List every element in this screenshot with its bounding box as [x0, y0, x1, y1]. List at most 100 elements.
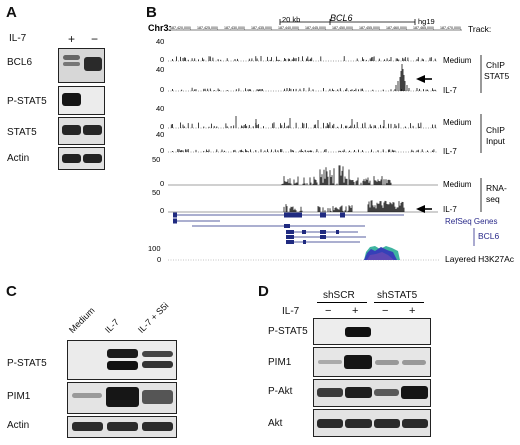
panel-c-row-label-pim1: PIM1	[7, 391, 31, 402]
gene-title: BCL6	[330, 13, 353, 23]
blot-band	[72, 393, 102, 398]
blot-band	[106, 387, 139, 407]
coordinate-tick-label: 187,465,000|	[413, 26, 434, 30]
genome-label: hg19	[418, 17, 435, 26]
panel-a-row-label-bcl6: BCL6	[7, 57, 33, 68]
blot-band	[84, 57, 102, 71]
exon	[284, 212, 302, 218]
blot-band	[345, 327, 371, 337]
panel-d-sign-1: −	[325, 305, 332, 317]
panel-c-row-label-actin: Actin	[7, 420, 30, 431]
panel-a-row-label-stat5: STAT5	[7, 127, 37, 138]
blot-band	[62, 93, 81, 106]
blot-band	[317, 388, 343, 397]
track-header: Track:	[468, 24, 491, 34]
exon	[336, 230, 339, 234]
track5-ymin: 0	[160, 179, 164, 188]
panel-d-row-label-pim1: PIM1	[268, 357, 292, 368]
rna-seq-label-2: seq	[486, 194, 500, 204]
rna-seq-label-1: RNA-	[486, 183, 507, 193]
chip-input-label-1: ChIP	[486, 125, 505, 135]
panel-a-lane2-sign: −	[91, 32, 99, 46]
blot-band	[72, 422, 103, 431]
coordinate-ticks: 187,420,000| 187,425,000| 187,430,000| 187,…	[170, 26, 461, 30]
panel-c-lane-il7-s5i: IL-7 + S5i	[135, 300, 171, 335]
blot-band	[63, 62, 80, 66]
panel-b-label: B	[146, 4, 157, 21]
track3-ymin: 0	[160, 122, 164, 131]
panel-d-blot-akt	[313, 409, 431, 437]
coordinate-tick-label: 187,420,000|	[170, 26, 191, 30]
gene-models	[173, 212, 404, 244]
panel-c-lane-il7: IL-7	[102, 316, 121, 335]
blot-band	[107, 349, 138, 358]
genome-browser: Chr3: 20 kb BCL6 hg19 Track: 187,420,000…	[148, 13, 515, 264]
panel-a-blot-pstat5	[58, 86, 105, 115]
panel-c-blot-pstat5	[67, 340, 177, 380]
blot-band	[142, 390, 173, 404]
track1-ymax: 40	[156, 37, 164, 46]
track2-name: IL-7	[443, 86, 457, 95]
panel-a-row-label-actin: Actin	[7, 153, 30, 164]
scale-label: 20 kb	[282, 15, 300, 24]
panel-d-group-shscr-line	[317, 302, 367, 303]
stat5-peak-arrow	[416, 75, 432, 83]
chrom-label: Chr3:	[148, 23, 172, 33]
chip-input-label-2: Input	[486, 136, 506, 146]
rna-peak-arrow	[416, 205, 432, 213]
blot-band	[345, 387, 372, 398]
track5-ymax: 50	[152, 155, 160, 164]
panel-d-group-shscr: shSCR	[323, 290, 355, 301]
refseq-label: RefSeq Genes	[445, 217, 497, 226]
coordinate-tick-label: 187,445,000|	[305, 26, 326, 30]
track5-name: Medium	[443, 180, 472, 189]
blot-band	[83, 125, 102, 135]
blot-band	[142, 351, 173, 357]
coordinate-tick-label: 187,450,000|	[332, 26, 353, 30]
blot-band	[142, 361, 173, 368]
blot-band	[318, 360, 342, 364]
blot-band	[62, 125, 81, 135]
coordinate-tick-label: 187,470,000|	[440, 26, 461, 30]
track4-ymin: 0	[160, 146, 164, 155]
panel-d-label: D	[258, 283, 269, 300]
panel-a-blot-stat5	[58, 117, 105, 145]
panel-d-group-shstat5-line	[374, 302, 424, 303]
panel-d-row-label-pakt: P-Akt	[268, 386, 293, 397]
coordinate-tick-label: 187,435,000|	[251, 26, 272, 30]
coordinate-tick-label: 187,460,000|	[386, 26, 407, 30]
coordinate-tick-label: 187,455,000|	[359, 26, 380, 30]
panel-a-lane1-sign: +	[68, 32, 76, 46]
exon	[173, 218, 177, 224]
track3-ymax: 40	[156, 104, 164, 113]
blot-band	[317, 419, 343, 428]
blot-band	[402, 360, 426, 365]
panel-d-row-label-pstat5: P-STAT5	[268, 326, 308, 337]
panel-c-label: C	[6, 283, 17, 300]
coordinate-tick-label: 187,430,000|	[224, 26, 245, 30]
panel-d-row-label-akt: Akt	[268, 418, 283, 429]
panel-d-blot-pstat5	[313, 318, 431, 345]
track1-name: Medium	[443, 56, 472, 65]
blot-band	[374, 389, 399, 396]
coordinate-tick-label: 187,440,000|	[278, 26, 299, 30]
panel-d-blot-pakt	[313, 379, 431, 407]
signal-bars	[170, 56, 436, 212]
blot-band	[344, 355, 372, 369]
blot-band	[401, 386, 428, 399]
exon	[320, 235, 326, 239]
blot-band	[107, 422, 138, 431]
panel-c-lane-medium: Medium	[66, 305, 97, 335]
track6-ymax: 50	[152, 188, 160, 197]
panel-a-blot-bcl6	[58, 48, 105, 83]
blot-band	[62, 154, 81, 163]
blot-band	[107, 361, 138, 370]
exon	[286, 235, 294, 239]
exon	[302, 230, 306, 234]
blot-band	[63, 55, 80, 60]
panel-c-blot-actin	[67, 416, 177, 438]
coordinate-tick-label: 187,425,000|	[197, 26, 218, 30]
track4-name: IL-7	[443, 147, 457, 156]
exon	[340, 212, 345, 218]
blot-band	[142, 422, 173, 431]
